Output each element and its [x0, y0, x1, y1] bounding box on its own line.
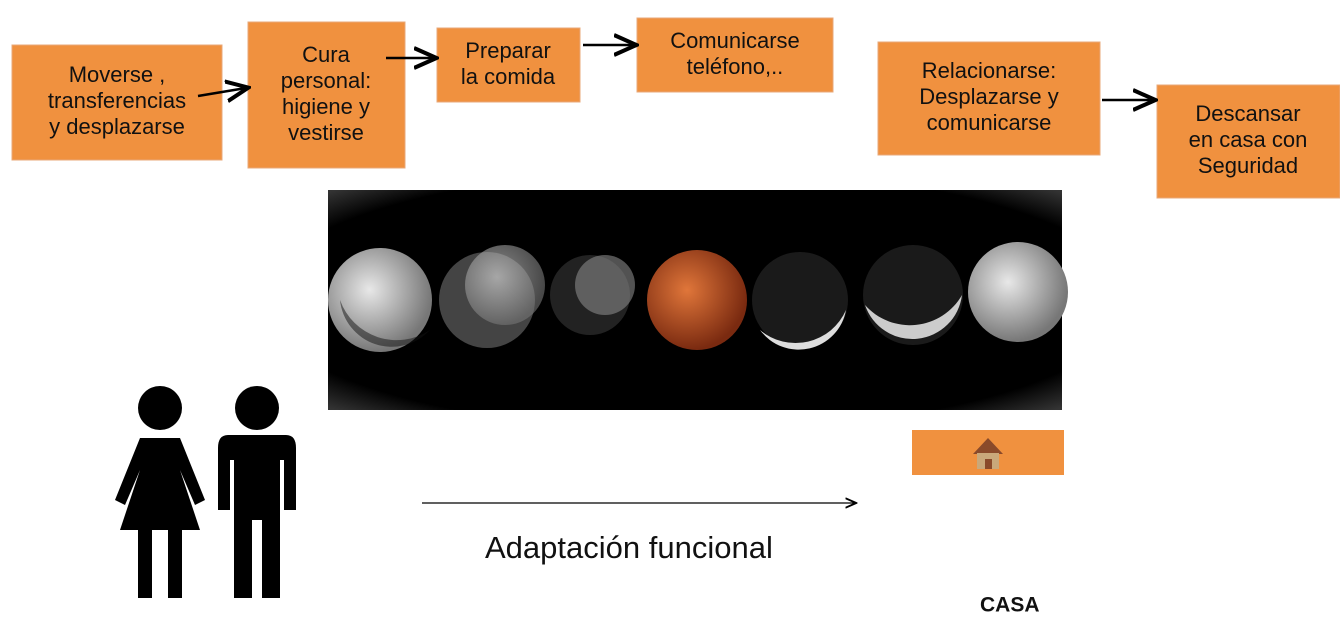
home-button[interactable]: [912, 430, 1064, 475]
slide: Adaptación funcional CASA Moverse ,trans…: [0, 0, 1340, 618]
box-label: Comunicarse: [670, 28, 800, 53]
people-icon: [115, 386, 296, 598]
moon-image: [328, 190, 1068, 410]
box-label: Preparar: [465, 38, 551, 63]
box-label: Moverse ,: [69, 62, 166, 87]
box-label: Seguridad: [1198, 153, 1298, 178]
box-label: Descansar: [1195, 101, 1300, 126]
box-label: Desplazarse y: [919, 84, 1058, 109]
box-label: teléfono,..: [687, 54, 784, 79]
box-label: Cura: [302, 42, 350, 67]
box-label: la comida: [461, 64, 556, 89]
moon: [328, 248, 432, 352]
moon: [647, 250, 747, 350]
caption: Adaptación funcional: [485, 530, 773, 565]
box-label: comunicarse: [927, 110, 1052, 135]
box-label: personal:: [281, 68, 372, 93]
box-label: en casa con: [1189, 127, 1308, 152]
box-label: Relacionarse:: [922, 58, 1057, 83]
place-label: CASA: [980, 594, 1040, 617]
box-label: higiene y: [282, 94, 370, 119]
box-label: transferencias: [48, 88, 186, 113]
box-label: vestirse: [288, 120, 364, 145]
moon: [968, 242, 1068, 342]
box-label: y desplazarse: [49, 114, 185, 139]
